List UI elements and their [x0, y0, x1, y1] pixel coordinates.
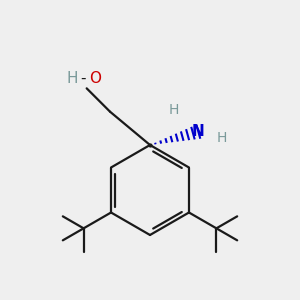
Text: H: H [217, 131, 227, 145]
Text: H: H [168, 103, 178, 117]
Text: -: - [80, 71, 86, 86]
Text: H: H [67, 71, 78, 86]
Text: N: N [192, 124, 205, 139]
Text: O: O [89, 71, 101, 86]
